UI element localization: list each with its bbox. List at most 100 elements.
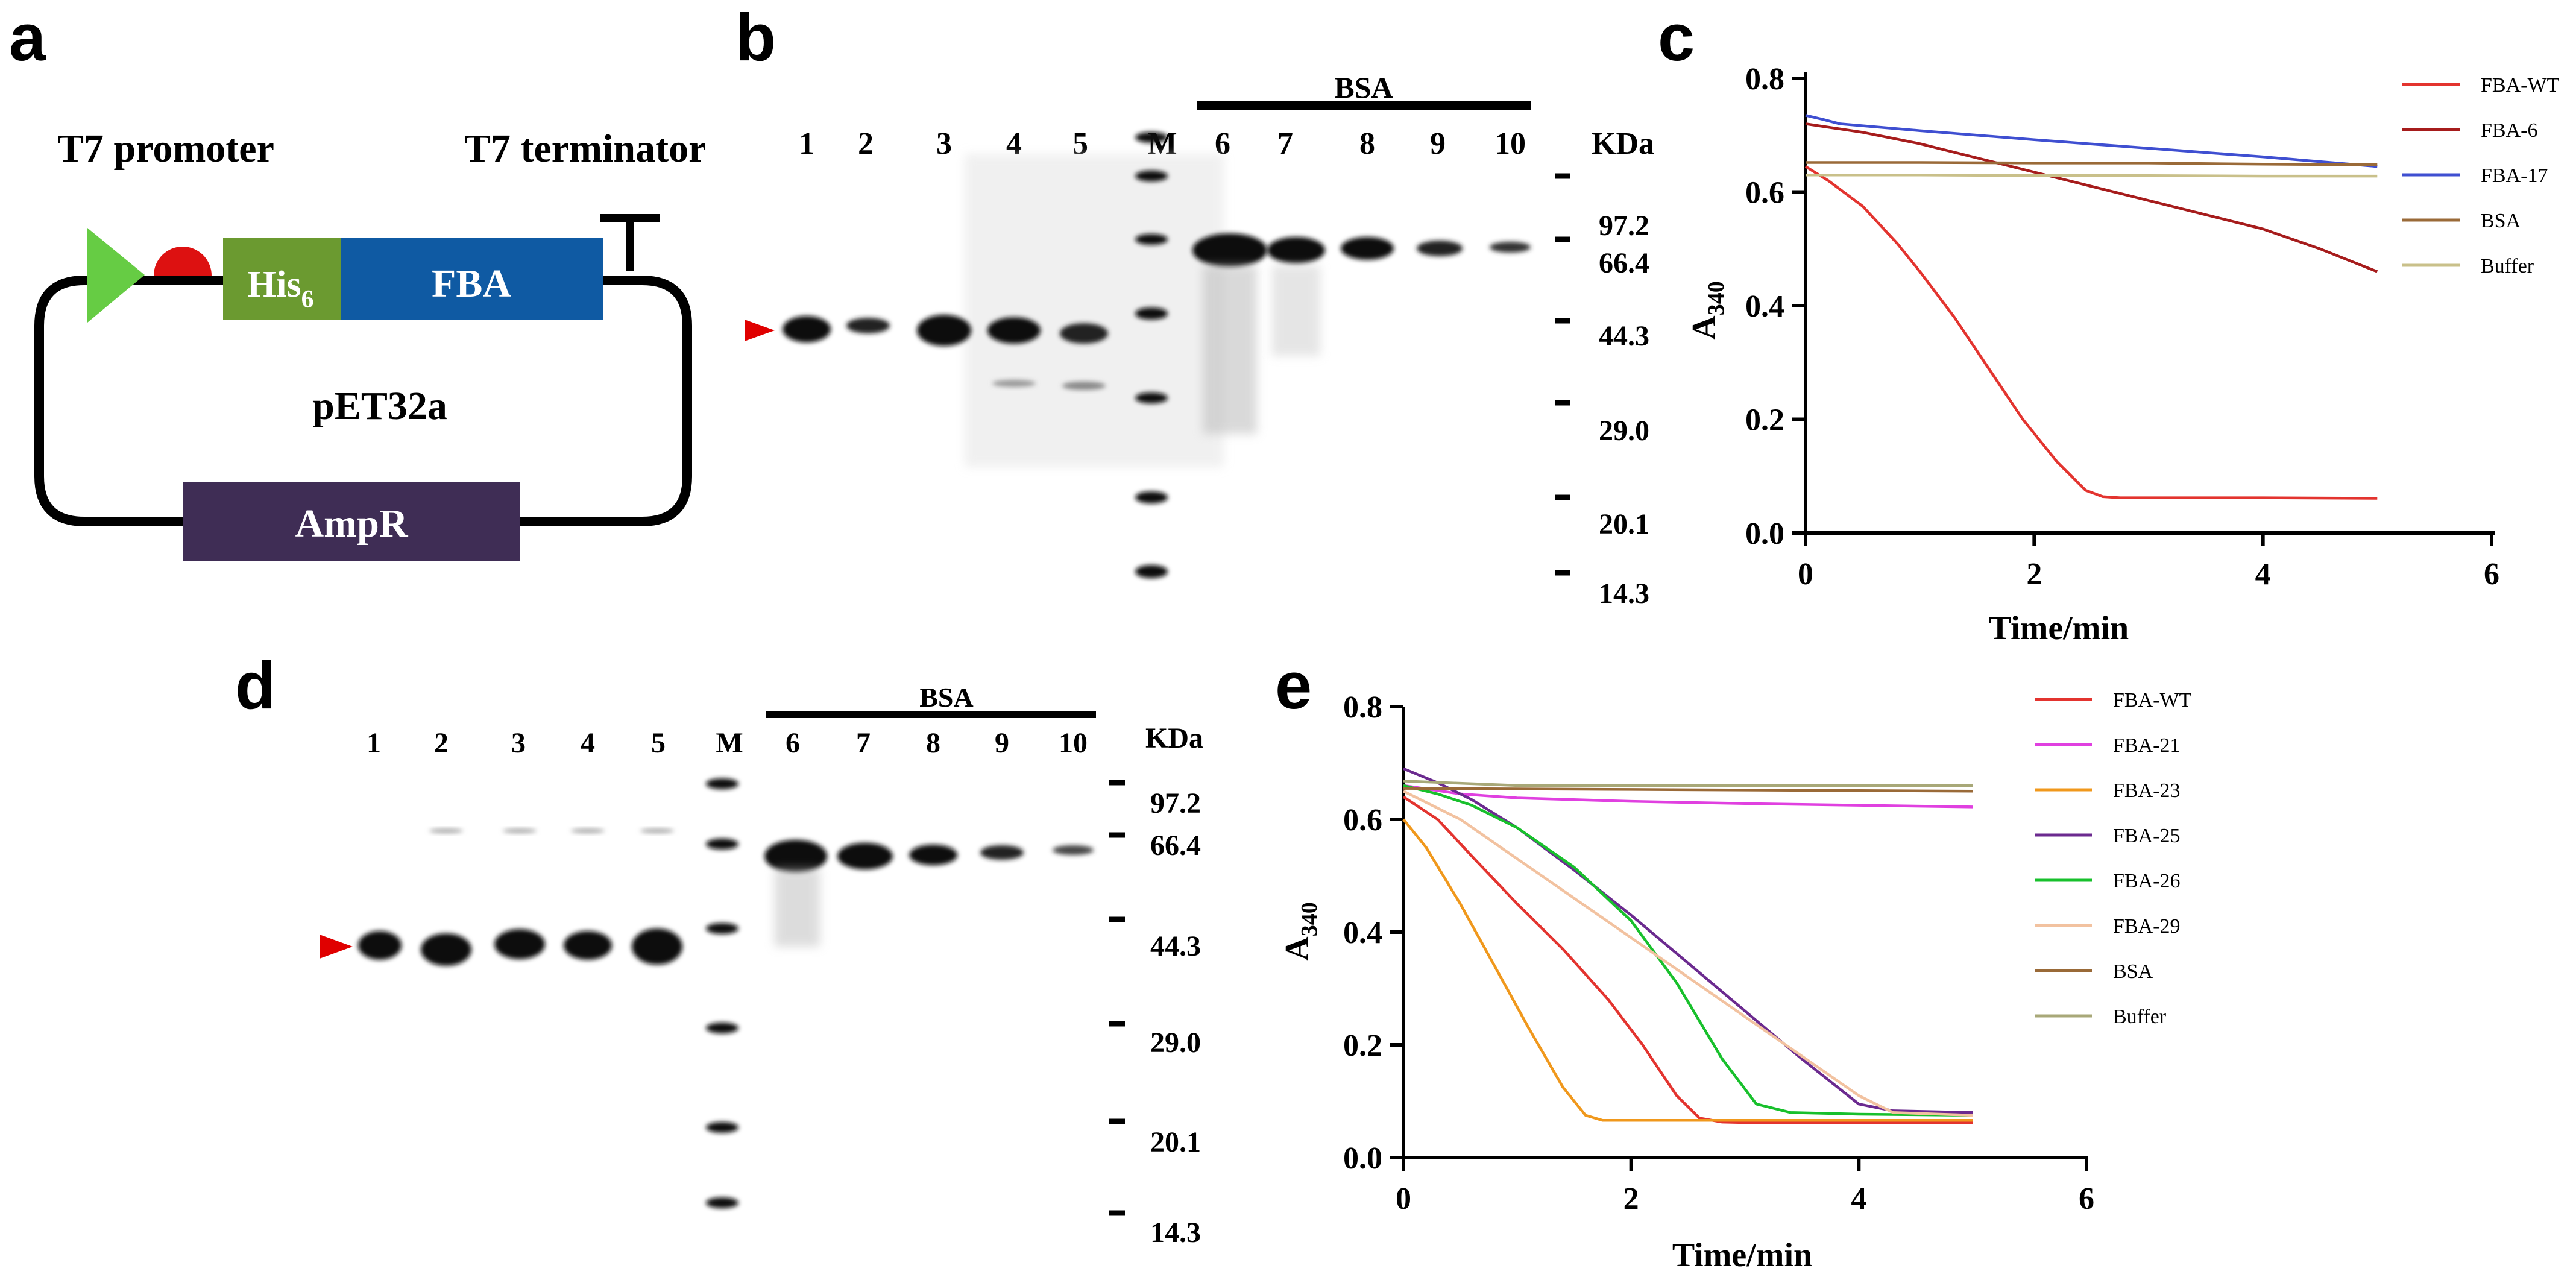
- gel-band: [358, 931, 402, 960]
- series-lines: [1804, 114, 2378, 500]
- x-tick-label: 2: [2026, 557, 2042, 591]
- chart-c: Time/min A340 0.0 0.2 0.4 0.6 0.8 0 2 4 6 FBA-W…: [1686, 62, 2560, 647]
- t7-promoter-label: T7 promoter: [57, 127, 274, 171]
- marker-band: [706, 1197, 738, 1208]
- panel-label-a: a: [9, 1, 46, 75]
- panel-label-c: c: [1658, 1, 1695, 75]
- gel-band: [992, 380, 1036, 387]
- gel-background-smear: [965, 154, 1224, 467]
- series-line-buffer: [1403, 780, 1973, 787]
- legend-label: FBA-26: [2113, 870, 2180, 892]
- lane-label: 8: [926, 727, 940, 759]
- gel-band: [1341, 237, 1394, 260]
- gel-bands: [783, 132, 1531, 578]
- marker-band: [1135, 171, 1168, 181]
- marker-size-label: 44.3: [1599, 320, 1649, 352]
- gel-lane-smear: [1203, 265, 1257, 434]
- gel-band: [421, 933, 471, 966]
- marker-band: [1135, 565, 1168, 578]
- marker-size-label: 14.3: [1599, 578, 1649, 610]
- lane-label: 2: [858, 127, 874, 161]
- legend-label: Buffer: [2481, 255, 2534, 277]
- y-tick-label: 0.6: [1343, 803, 1382, 837]
- vector-label: pET32a: [312, 384, 447, 428]
- y-tick-label: 0.0: [1745, 517, 1784, 551]
- y-tick-label: 0.2: [1343, 1029, 1382, 1063]
- lane-label: 9: [1430, 127, 1446, 161]
- legend-label: FBA-WT: [2113, 689, 2192, 711]
- marker-band: [1135, 392, 1168, 403]
- panel-label-b: b: [735, 1, 776, 75]
- marker-band: [706, 923, 738, 934]
- lane-label: 1: [367, 727, 381, 759]
- his-tag-box: [223, 238, 344, 320]
- lane-label: 9: [995, 727, 1009, 759]
- panel-label-d: d: [235, 649, 276, 723]
- marker-size-label: 66.4: [1599, 247, 1649, 279]
- gel-lane-smear: [1272, 265, 1320, 356]
- t7-terminator-label: T7 terminator: [464, 127, 706, 171]
- gel-band: [429, 828, 463, 833]
- fba-gene-label: FBA: [432, 262, 511, 306]
- y-axis-label: A340: [1279, 902, 1322, 960]
- legend-label: FBA-23: [2113, 780, 2180, 802]
- gel-band: [846, 318, 890, 333]
- gel-bands: [358, 778, 1094, 1208]
- bsa-label: BSA: [919, 682, 973, 713]
- gel-band: [632, 928, 682, 965]
- legend-label: BSA: [2481, 210, 2521, 232]
- gel-band: [917, 315, 971, 346]
- marker-size-label: 20.1: [1150, 1126, 1201, 1158]
- series-line-fba-26: [1403, 784, 1973, 1117]
- legend: FBA-WT FBA-6 FBA-17 BSA Buffer: [2402, 74, 2560, 277]
- legend-label: FBA-29: [2113, 915, 2180, 938]
- gel-band: [640, 828, 674, 833]
- gel-band: [571, 828, 605, 833]
- gel-d: 1 2 3 4 5 M 6 7 8 9 10 BSA KDa 97.2 66.4…: [320, 682, 1203, 1249]
- x-axis-label: Time/min: [1672, 1237, 1812, 1274]
- marker-size-label: 20.1: [1599, 508, 1649, 540]
- x-ticks: 0 2 4 6: [1396, 1158, 2094, 1216]
- ampr-box: [183, 482, 520, 561]
- gel-band: [1490, 242, 1531, 253]
- lane-label: 1: [799, 127, 814, 161]
- series-line-fba-23: [1402, 818, 1973, 1122]
- x-tick-label: 4: [2255, 557, 2271, 591]
- marker-scale: 97.2 66.4 44.3 29.0 20.1 14.3: [1555, 173, 1649, 610]
- gel-b: 1 2 3 4 5 M 6 7 8 9 10 BSA KDa 97.2 66.4…: [745, 71, 1654, 610]
- legend-label: FBA-21: [2113, 734, 2180, 757]
- gel-band: [837, 843, 893, 869]
- lane-label: 3: [936, 127, 952, 161]
- his-tag-label: His6: [247, 264, 314, 314]
- lane-label: 3: [511, 727, 526, 759]
- y-tick-label: 0.6: [1745, 176, 1784, 210]
- lane-label: 6: [786, 727, 800, 759]
- panel-label-e: e: [1275, 649, 1312, 723]
- series-line-fba-29: [1403, 790, 1973, 1117]
- legend-label: FBA-17: [2481, 165, 2548, 187]
- t7-promoter-icon: [87, 228, 145, 323]
- x-tick-label: 0: [1798, 557, 1813, 591]
- bsa-label: BSA: [1334, 71, 1393, 104]
- marker-band: [706, 839, 738, 850]
- series-line-fba-6: [1805, 122, 2378, 273]
- lane-label: 8: [1359, 127, 1375, 161]
- lane-label: M: [716, 727, 743, 759]
- x-ticks: 0 2 4 6: [1798, 533, 2499, 591]
- x-tick-label: 6: [2079, 1182, 2094, 1216]
- lane-label: 5: [651, 727, 666, 759]
- lane-label: 10: [1494, 127, 1526, 161]
- y-ticks: 0.0 0.2 0.4 0.6 0.8: [1343, 690, 1403, 1176]
- gel-band: [987, 317, 1041, 344]
- gel-band: [980, 845, 1024, 860]
- gel-band: [1267, 237, 1325, 263]
- legend: FBA-WT FBA-21 FBA-23 FBA-25 FBA-26 FBA-29 BSA B…: [2035, 689, 2192, 1028]
- legend-label: Buffer: [2113, 1006, 2167, 1028]
- y-tick-label: 0.8: [1745, 62, 1784, 96]
- gel-band: [1053, 845, 1094, 855]
- gel-band: [1060, 323, 1108, 344]
- legend-label: FBA-25: [2113, 825, 2180, 847]
- gel-band: [783, 316, 831, 342]
- series-line-fba-wt: [1402, 795, 1973, 1124]
